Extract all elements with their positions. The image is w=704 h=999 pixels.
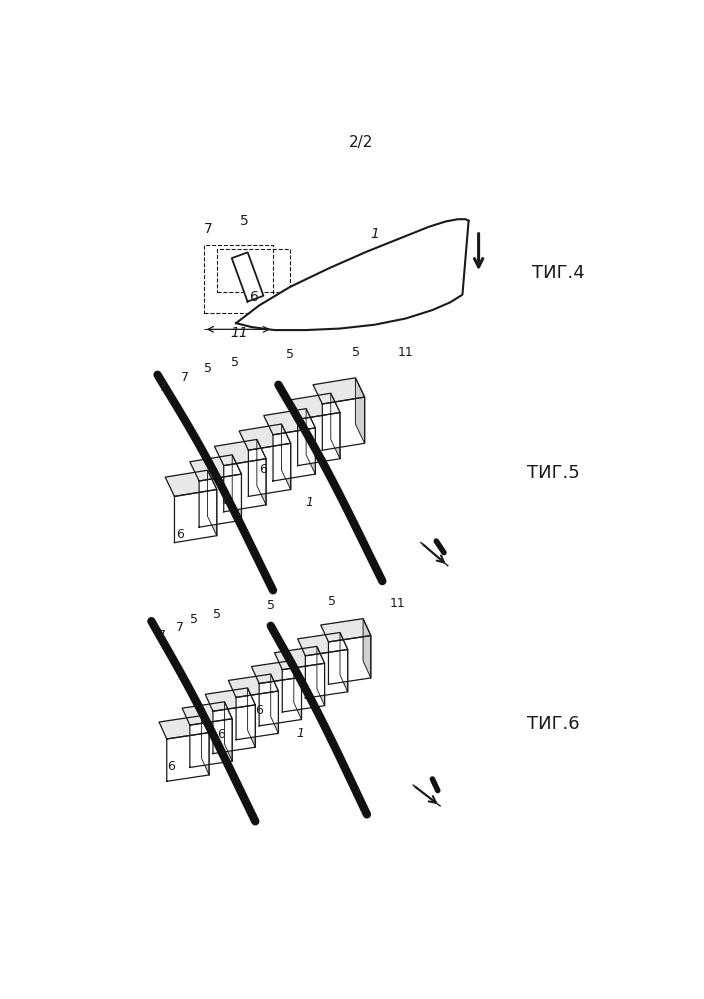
Polygon shape [294, 660, 301, 719]
Polygon shape [282, 663, 325, 712]
Text: 5: 5 [231, 357, 239, 370]
Polygon shape [215, 440, 266, 466]
Polygon shape [273, 428, 315, 481]
Text: 5: 5 [240, 215, 249, 229]
Polygon shape [321, 618, 371, 642]
Text: 6: 6 [259, 464, 267, 477]
Text: 11: 11 [398, 347, 413, 360]
Polygon shape [175, 490, 217, 542]
Text: 7: 7 [158, 628, 165, 642]
Text: 6: 6 [176, 528, 184, 541]
Text: 11: 11 [230, 326, 248, 340]
Polygon shape [317, 646, 325, 705]
Polygon shape [298, 413, 340, 466]
Polygon shape [363, 618, 371, 678]
Text: 1: 1 [296, 726, 304, 739]
Polygon shape [271, 674, 278, 733]
Polygon shape [159, 715, 209, 739]
Text: 6: 6 [220, 495, 229, 507]
Polygon shape [190, 718, 232, 767]
Polygon shape [298, 632, 348, 655]
Text: 6: 6 [167, 760, 175, 773]
Text: 5: 5 [190, 613, 198, 626]
Text: 7: 7 [176, 621, 184, 634]
Text: 1: 1 [371, 228, 379, 242]
Polygon shape [190, 455, 241, 481]
Polygon shape [239, 424, 291, 451]
Polygon shape [201, 715, 209, 775]
Polygon shape [206, 688, 256, 711]
Polygon shape [249, 444, 291, 497]
Polygon shape [282, 424, 291, 490]
Polygon shape [232, 455, 241, 520]
Polygon shape [340, 632, 348, 691]
Text: 6: 6 [217, 728, 225, 741]
Polygon shape [213, 705, 256, 753]
Text: 5: 5 [203, 363, 212, 376]
Polygon shape [232, 253, 263, 302]
Polygon shape [306, 649, 348, 698]
Text: 5: 5 [267, 598, 275, 611]
Text: 11: 11 [390, 596, 406, 609]
Text: 5: 5 [286, 348, 294, 361]
Polygon shape [248, 688, 256, 747]
Polygon shape [257, 440, 266, 504]
Bar [217, 249, 290, 292]
Text: 2/2: 2/2 [348, 135, 373, 150]
Text: 5: 5 [329, 595, 337, 608]
Polygon shape [264, 409, 315, 435]
Polygon shape [306, 409, 315, 475]
Polygon shape [224, 459, 266, 511]
Text: ΤИГ.5: ΤИГ.5 [527, 465, 580, 483]
Polygon shape [251, 660, 301, 683]
Polygon shape [228, 674, 278, 697]
Text: 5: 5 [351, 346, 360, 359]
Polygon shape [322, 397, 365, 451]
Polygon shape [165, 471, 217, 497]
Text: 7: 7 [203, 222, 213, 236]
Polygon shape [329, 635, 371, 684]
Polygon shape [236, 691, 278, 739]
Polygon shape [289, 394, 340, 420]
Polygon shape [182, 702, 232, 725]
Polygon shape [167, 732, 209, 781]
Bar [203, 246, 273, 313]
Text: 6: 6 [250, 290, 259, 304]
Polygon shape [313, 378, 365, 404]
Polygon shape [208, 471, 217, 535]
Polygon shape [356, 378, 365, 444]
Text: 7: 7 [159, 381, 167, 394]
Polygon shape [236, 219, 469, 330]
Text: 5: 5 [213, 608, 221, 621]
Text: ΤИГ.6: ΤИГ.6 [527, 714, 580, 732]
Polygon shape [331, 394, 340, 459]
Text: ΤИГ.4: ΤИГ.4 [532, 264, 584, 282]
Text: 1: 1 [306, 496, 313, 508]
Polygon shape [199, 475, 241, 527]
Text: 7: 7 [181, 371, 189, 384]
Polygon shape [275, 646, 325, 669]
Polygon shape [225, 702, 232, 761]
Polygon shape [259, 677, 301, 726]
Text: 6: 6 [256, 703, 263, 716]
